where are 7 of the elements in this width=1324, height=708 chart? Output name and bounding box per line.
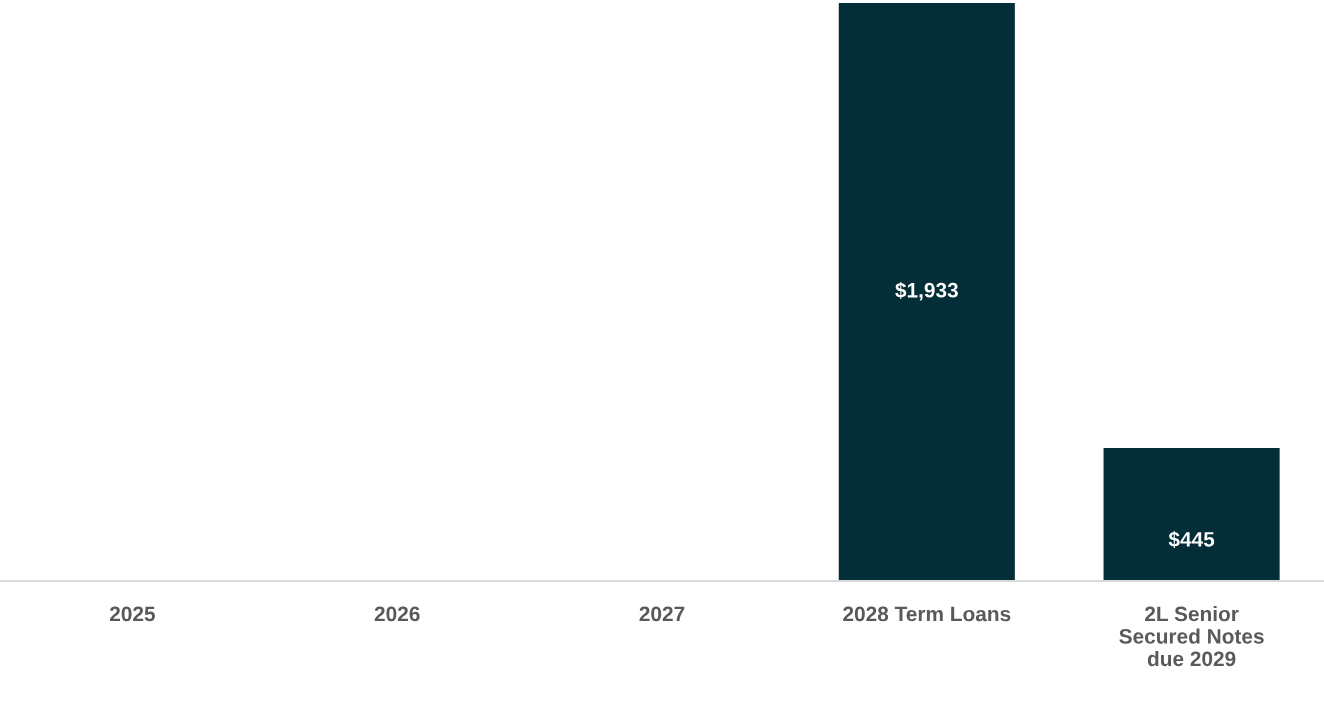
x-tick-label: 2028 Term Loans <box>843 606 1011 622</box>
x-tick-label: 2025 <box>109 606 155 622</box>
data-label: $1,933 <box>895 281 958 301</box>
x-tick-label: 2026 <box>374 606 420 622</box>
x-tick-label: 2L Senior Secured Notes due 2029 <box>1119 606 1264 667</box>
x-tick-label: 2027 <box>639 606 685 622</box>
data-label: $445 <box>1168 531 1215 549</box>
